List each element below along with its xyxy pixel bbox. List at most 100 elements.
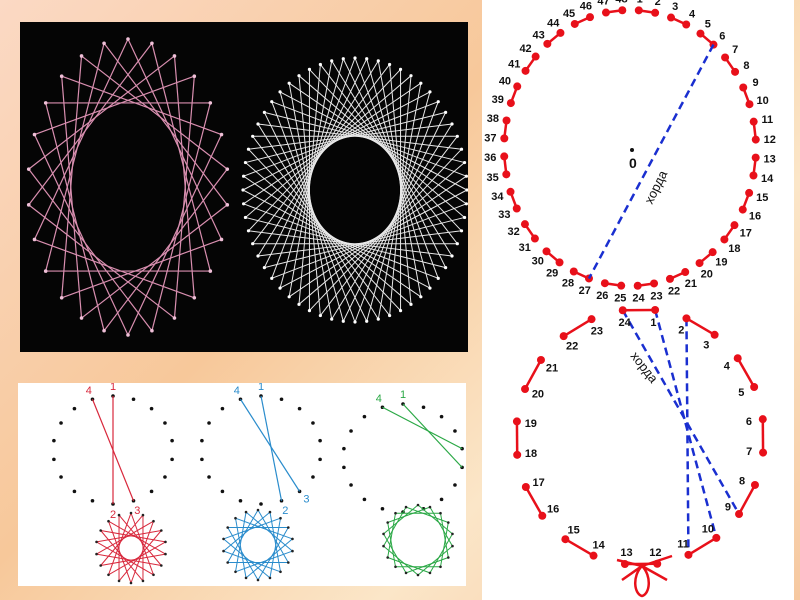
- pin: [428, 90, 432, 94]
- result-star-thread: [235, 518, 247, 578]
- pin: [721, 53, 730, 62]
- pin: [633, 281, 642, 290]
- point-label: 42: [519, 43, 531, 55]
- point-label: 1: [650, 317, 656, 329]
- result-star-thread: [108, 520, 166, 555]
- pin-pair-link: [736, 357, 756, 388]
- pin: [376, 317, 380, 321]
- pin: [651, 8, 660, 17]
- dot: [149, 489, 154, 494]
- point-label: 21: [685, 278, 697, 290]
- dot: [256, 508, 260, 512]
- pin: [462, 160, 467, 165]
- pink-star-thread: [61, 75, 222, 136]
- pin: [278, 286, 282, 290]
- dot: [141, 579, 145, 583]
- result-star-thread: [245, 538, 293, 579]
- pin: [696, 29, 705, 38]
- dot: [291, 537, 294, 541]
- dot: [222, 549, 225, 553]
- dot: [72, 406, 77, 411]
- pin: [530, 234, 539, 243]
- pin: [436, 100, 440, 104]
- pin: [459, 147, 464, 151]
- result-star-thread: [118, 514, 162, 566]
- dot: [318, 457, 322, 462]
- pin: [531, 52, 540, 61]
- point-label: 9: [725, 502, 731, 514]
- pin: [398, 67, 403, 72]
- point-label: 5: [738, 387, 744, 399]
- dot: [129, 511, 133, 515]
- pink-star-thread: [61, 76, 83, 319]
- point-label: 13: [620, 547, 632, 559]
- pin: [287, 295, 291, 299]
- result-star-thread: [108, 512, 132, 575]
- pin: [318, 313, 322, 318]
- point-label: 16: [749, 210, 761, 222]
- pin: [409, 302, 413, 306]
- pin: [208, 269, 213, 273]
- pink-star-thread: [127, 38, 223, 240]
- pin: [586, 13, 595, 22]
- result-star-thread: [96, 553, 162, 566]
- dot: [439, 511, 442, 515]
- result-star-thread: [130, 512, 154, 575]
- pin: [409, 74, 413, 78]
- point-label: 26: [596, 290, 608, 302]
- dot: [107, 519, 110, 523]
- dot: [256, 578, 260, 582]
- step-label: 4: [376, 393, 382, 405]
- pin: [330, 59, 334, 63]
- result-star-thread: [108, 521, 132, 584]
- pin: [569, 267, 578, 276]
- pin: [710, 330, 719, 339]
- pin: [246, 147, 251, 151]
- pin: [521, 385, 530, 394]
- pin: [738, 205, 747, 214]
- dot: [453, 429, 457, 433]
- dot: [117, 513, 121, 517]
- point-label: 27: [579, 285, 591, 297]
- pin: [341, 319, 345, 323]
- pin: [749, 171, 758, 180]
- dot: [421, 405, 426, 410]
- pink-star-thread: [33, 134, 129, 336]
- step-label: 1: [110, 383, 116, 393]
- pin: [459, 229, 464, 233]
- step-thread: [91, 399, 135, 501]
- dot: [238, 498, 243, 503]
- point-label: 38: [487, 113, 499, 125]
- dot: [59, 475, 63, 479]
- pin: [513, 82, 522, 91]
- dot: [287, 561, 290, 564]
- point-label: 17: [740, 227, 752, 239]
- string-art-photo: [20, 22, 468, 352]
- point-label: 8: [739, 475, 745, 487]
- pin: [26, 167, 31, 171]
- result-star-thread: [130, 521, 154, 584]
- pin: [287, 81, 291, 85]
- pin: [419, 81, 423, 85]
- dot: [207, 421, 211, 425]
- dot: [362, 497, 367, 502]
- pin: [570, 19, 579, 28]
- pin: [256, 254, 260, 258]
- pink-star-thread: [28, 204, 175, 319]
- pin: [758, 415, 767, 424]
- dot: [416, 573, 420, 577]
- point-label: 6: [719, 30, 725, 42]
- dot: [279, 498, 284, 503]
- result-star-thread: [223, 511, 271, 552]
- pin: [682, 20, 691, 29]
- pin: [262, 265, 266, 270]
- pin: [341, 57, 345, 61]
- point-label: 17: [533, 477, 545, 489]
- pin: [150, 328, 154, 333]
- dot: [95, 540, 98, 544]
- point-label: 5: [705, 18, 711, 30]
- dot: [90, 498, 95, 503]
- pin: [102, 328, 106, 333]
- pin: [241, 188, 245, 192]
- dot: [268, 510, 272, 514]
